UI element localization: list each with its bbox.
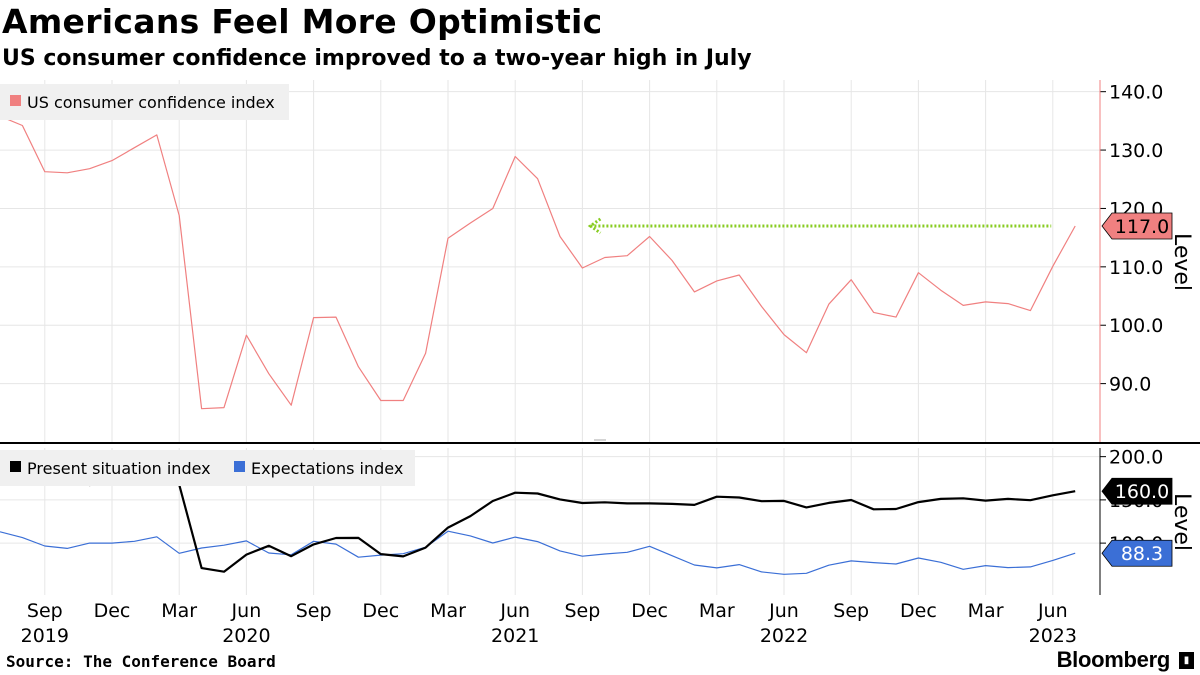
chart-subtitle: US consumer confidence improved to a two… (2, 46, 752, 71)
consumer-confidence-last-flag (1101, 212, 1173, 240)
x-month-label: Sep (564, 600, 600, 622)
legend-swatch-present-situation (10, 461, 21, 472)
x-month-label: Dec (900, 600, 937, 622)
x-month-label: Mar (968, 600, 1004, 622)
x-month-label: Mar (161, 600, 197, 622)
x-month-label: Jun (768, 600, 799, 622)
top-y-tick-label: 140.0 (1109, 82, 1163, 104)
bottom-legend-box (0, 450, 415, 486)
x-month-label: Jun (499, 600, 530, 622)
x-month-label: Dec (94, 600, 131, 622)
top-y-tick-label: 100.0 (1109, 315, 1163, 337)
legend-label-present-situation: Present situation index (27, 459, 211, 478)
x-year-label: 2021 (491, 625, 539, 647)
x-month-label: Dec (362, 600, 399, 622)
consumer-confidence-last-value-label: 117.0 (1115, 216, 1169, 238)
x-year-label: 2022 (760, 625, 808, 647)
legend-label-expectations: Expectations index (251, 459, 403, 478)
x-month-label: Mar (699, 600, 735, 622)
top-y-tick-label: 90.0 (1109, 374, 1151, 396)
legend-label-consumer-confidence: US consumer confidence index (27, 93, 275, 112)
chart-title: Americans Feel More Optimistic (2, 2, 603, 41)
bloomberg-logo: Bloomberg (1056, 647, 1171, 672)
bottom-y-tick-label: 200.0 (1109, 447, 1163, 469)
expectations-index-line (0, 530, 1076, 575)
legend-swatch-consumer-confidence (10, 95, 21, 106)
source-note: Source: The Conference Board (6, 652, 276, 671)
x-year-label: 2023 (1029, 625, 1077, 647)
x-month-label: Sep (833, 600, 869, 622)
x-year-label: 2020 (222, 625, 270, 647)
x-month-label: Mar (430, 600, 466, 622)
top-y-axis-label: Level (1169, 233, 1194, 291)
present-situation-line (0, 476, 1076, 573)
expectations-last-flag (1101, 539, 1173, 567)
bottom-y-axis-label: Level (1169, 493, 1194, 551)
bloomberg-terminal-icon: ▮ (1179, 652, 1194, 669)
top-y-tick-label: 130.0 (1109, 140, 1163, 162)
x-month-label: Sep (296, 600, 332, 622)
x-month-label: Jun (231, 600, 262, 622)
legend-swatch-expectations (234, 461, 245, 472)
present-situation-last-flag (1101, 477, 1173, 505)
annotation-arrowhead (587, 217, 602, 235)
x-month-label: Sep (27, 600, 63, 622)
top-legend-box (0, 84, 289, 120)
x-month-label: Dec (631, 600, 668, 622)
consumer-confidence-line (0, 115, 1076, 410)
x-year-label: 2019 (21, 625, 69, 647)
x-month-label: Jun (1037, 600, 1068, 622)
top-y-tick-label: 110.0 (1109, 257, 1163, 279)
present-situation-last-value-label: 160.0 (1115, 481, 1169, 503)
expectations-last-value-label: 88.3 (1121, 543, 1163, 565)
